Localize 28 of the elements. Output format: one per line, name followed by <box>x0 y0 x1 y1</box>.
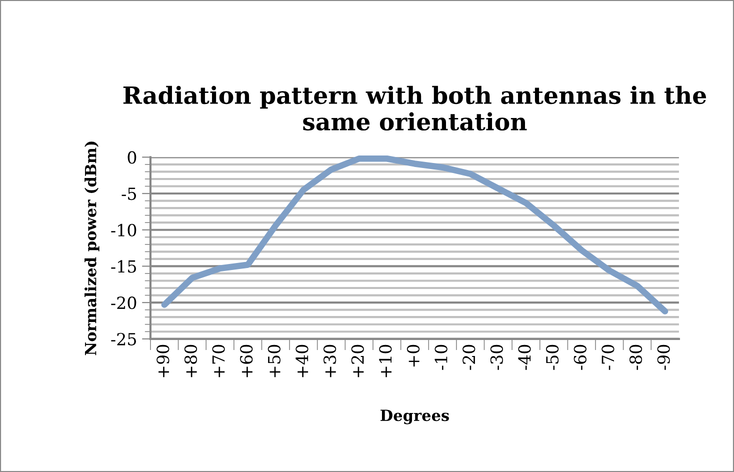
x-tick-label: +10 <box>379 344 392 378</box>
x-tick-label: +70 <box>212 344 225 378</box>
x-tick-label: +80 <box>184 344 198 378</box>
x-tick-label: +40 <box>296 344 308 378</box>
x-tick-label: -10 <box>434 344 448 370</box>
y-tick-label: -15 <box>111 260 136 273</box>
x-tick-label: +90 <box>156 344 170 378</box>
x-tick-label: -60 <box>574 344 586 370</box>
x-axis-title: Degrees <box>380 410 449 424</box>
chart-title: Radiation pattern with both antennas in the same orientation <box>123 86 706 131</box>
x-tick-label: +20 <box>351 344 364 378</box>
y-axis-title: Normalized power (dBm) <box>84 142 100 356</box>
x-tick-label: -50 <box>546 344 559 370</box>
x-tick-label: -40 <box>518 344 531 370</box>
y-tick-label: 0 <box>128 151 136 164</box>
y-tick-label: -20 <box>111 296 136 310</box>
y-tick-label: -5 <box>122 188 136 200</box>
x-tick-label: +60 <box>240 344 253 378</box>
x-tick-label: -70 <box>602 344 614 370</box>
y-tick-label: -10 <box>111 224 136 236</box>
x-tick-label: -20 <box>462 344 476 370</box>
x-tick-label: -30 <box>490 344 503 370</box>
x-tick-label: +0 <box>406 344 420 367</box>
x-tick-label: +30 <box>323 344 336 378</box>
y-tick-label: -25 <box>111 332 136 346</box>
x-tick-label: -80 <box>629 344 642 370</box>
x-tick-label: +50 <box>268 344 280 378</box>
x-tick-label: -90 <box>657 344 670 370</box>
